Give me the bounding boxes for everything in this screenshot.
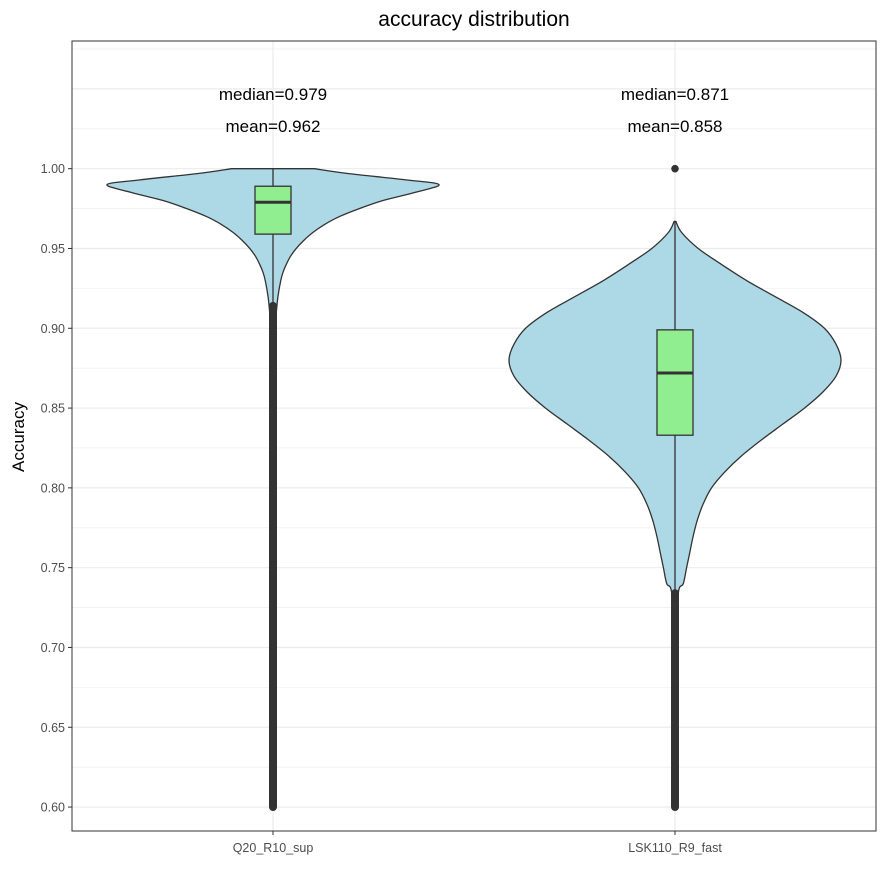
y-tick-label: 1.00 xyxy=(41,162,65,176)
y-tick-label: 0.70 xyxy=(41,641,65,655)
y-tick-label: 0.75 xyxy=(41,561,65,575)
mean-annotation: mean=0.962 xyxy=(226,117,321,136)
chart-title: accuracy distribution xyxy=(378,8,569,31)
y-tick-label: 0.60 xyxy=(41,801,65,815)
annotations: median=0.979 mean=0.962 median=0.871 mean=0… xyxy=(219,85,729,136)
outlier-point xyxy=(671,164,679,173)
x-axis-ticks: Q20_R10_sup LSK110_R9_fast xyxy=(233,831,722,855)
median-annotation: median=0.871 xyxy=(621,85,729,104)
x-tick-label: LSK110_R9_fast xyxy=(628,841,722,855)
mean-annotation: mean=0.858 xyxy=(628,117,723,136)
box-iqr xyxy=(656,329,694,436)
x-tick-label: Q20_R10_sup xyxy=(233,841,314,855)
plot-border xyxy=(71,40,877,832)
y-tick-label: 0.65 xyxy=(41,721,65,735)
y-axis-title: Accuracy xyxy=(9,402,28,472)
boxplots xyxy=(254,164,694,812)
y-tick-label: 0.95 xyxy=(41,242,65,256)
y-tick-label: 0.80 xyxy=(41,481,65,495)
y-tick-label: 0.90 xyxy=(41,322,65,336)
box-iqr xyxy=(254,185,292,235)
y-tick-label: 0.85 xyxy=(41,402,65,416)
y-axis-ticks: 0.60 0.65 0.70 0.75 0.80 0.85 0.90 0.95 1.00 xyxy=(41,162,72,815)
median-annotation: median=0.979 xyxy=(219,85,327,104)
